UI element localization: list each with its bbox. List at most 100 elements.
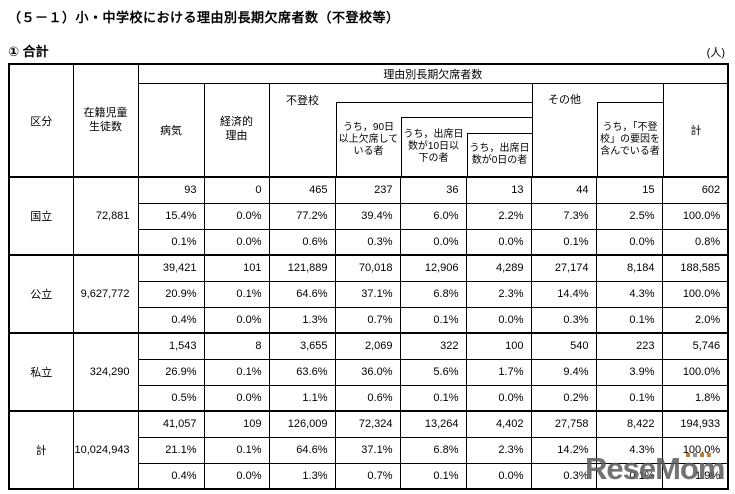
row-shiritsu-counts: 私立 324,290 1,543 8 3,655 2,069 322 100 5… (8, 332, 729, 412)
count-cell: 8 (203, 332, 270, 360)
pct-cell: 0.8% (661, 228, 729, 256)
count-cell: 194,933 (661, 410, 729, 438)
count-cell: 13,264 (399, 410, 467, 438)
row-koritsu-pct-enrolled: 0.4% 0.0% 1.3% 0.7% 0.1% 0.0% 0.3% 0.1% … (9, 306, 729, 334)
resemom-watermark: ReseMom (585, 451, 735, 487)
pct-cell: 5.6% (399, 358, 467, 386)
pct-cell: 0.6% (268, 228, 336, 256)
pct-cell: 1.3% (268, 462, 336, 490)
pct-cell: 37.1% (334, 280, 401, 308)
pct-cell: 0.1% (399, 462, 467, 490)
pct-cell: 2.5% (595, 202, 663, 230)
enrolled-cell: 9,627,772 (72, 254, 139, 334)
pct-cell: 9.4% (530, 358, 597, 386)
row-label: 公立 (8, 254, 74, 334)
pct-cell: 0.2% (530, 384, 597, 412)
count-cell: 121,889 (268, 254, 336, 282)
pct-cell: 100.0% (661, 358, 729, 386)
count-cell: 1,543 (137, 332, 205, 360)
count-cell: 41,057 (137, 410, 205, 438)
row-kokuritsu-pct-enrolled: 0.1% 0.0% 0.6% 0.3% 0.0% 0.0% 0.1% 0.0% … (9, 228, 729, 256)
pct-cell: 64.6% (268, 436, 336, 464)
count-cell: 4,402 (465, 410, 532, 438)
count-cell: 27,174 (530, 254, 597, 282)
row-shiritsu-pct-reason: 26.9% 0.1% 63.6% 36.0% 5.6% 1.7% 9.4% 3.… (9, 358, 729, 386)
count-cell: 93 (137, 176, 205, 204)
pct-cell: 4.3% (595, 280, 663, 308)
pct-cell: 7.3% (530, 202, 597, 230)
pct-cell: 6.8% (399, 280, 467, 308)
header-economic-line2: 理由 (225, 130, 248, 142)
header-economic: 経済的 理由 (205, 84, 270, 176)
header-enrolled: 在籍児童 生徒数 (72, 63, 139, 178)
pct-cell: 0.4% (137, 462, 205, 490)
header-grid: 病気 経済的 理由 不登校 うち，90日以上欠席している者 うち，出席日数が10日… (139, 84, 728, 176)
pct-cell: 0.6% (334, 384, 401, 412)
pct-cell: 0.1% (595, 462, 663, 490)
pct-cell: 0.0% (595, 228, 663, 256)
pct-cell: 37.1% (334, 436, 401, 464)
header-total: 計 (662, 84, 728, 176)
header-economic-line1: 経済的 (220, 116, 253, 129)
pct-cell: 0.0% (203, 462, 270, 490)
count-cell: 36 (399, 176, 467, 204)
count-cell: 237 (334, 176, 401, 204)
pct-cell: 6.0% (399, 202, 467, 230)
pct-cell: 0.0% (203, 384, 270, 412)
pct-cell: 63.6% (268, 358, 336, 386)
pct-cell: 6.8% (399, 436, 467, 464)
header-columns-cell: 病気 経済的 理由 不登校 うち，90日以上欠席している者 うち，出席日数が10日… (137, 83, 729, 178)
pct-cell: 0.3% (334, 228, 401, 256)
row-koritsu-pct-reason: 20.9% 0.1% 64.6% 37.1% 6.8% 2.3% 14.4% 4… (9, 280, 729, 308)
enrolled-cell: 72,881 (72, 176, 139, 256)
header-other: その他 (531, 84, 597, 176)
pct-cell: 0.0% (465, 384, 532, 412)
pct-cell: 0.1% (399, 306, 467, 334)
row-label: 私立 (8, 332, 74, 412)
pct-cell: 2.3% (465, 436, 532, 464)
enrolled-cell: 10,024,943 (72, 410, 139, 490)
pct-cell: 4.3% (595, 436, 663, 464)
header-futoko: 不登校 (286, 95, 319, 107)
count-cell: 100 (465, 332, 532, 360)
pct-cell: 1.1% (268, 384, 336, 412)
count-cell: 2,069 (334, 332, 401, 360)
header-absent-90days-box: うち，90日以上欠席している者 (335, 102, 532, 176)
header-attend-10days: うち，出席日数が10日以下の者 (403, 129, 464, 164)
header-absent-90days: うち，90日以上欠席している者 (338, 121, 399, 157)
pct-cell: 0.3% (530, 462, 597, 490)
pct-cell: 0.1% (203, 358, 270, 386)
count-cell: 322 (399, 332, 467, 360)
header-illness: 病気 (139, 84, 205, 176)
count-cell: 72,324 (334, 410, 401, 438)
header-reason-group: 理由別長期欠席者数 (137, 63, 729, 84)
pct-cell: 1.3% (268, 306, 336, 334)
count-cell: 602 (661, 176, 729, 204)
count-cell: 4,289 (465, 254, 532, 282)
pct-cell: 0.7% (334, 306, 401, 334)
pct-cell: 0.0% (203, 228, 270, 256)
row-kokuritsu-counts: 国立 72,881 93 0 465 237 36 13 44 15 602 (8, 176, 729, 256)
pct-cell: 14.4% (530, 280, 597, 308)
row-label: 国立 (8, 176, 74, 256)
count-cell: 540 (530, 332, 597, 360)
count-cell: 188,585 (661, 254, 729, 282)
row-total-counts: 計 10,024,943 41,057 109 126,009 72,324 1… (8, 410, 729, 490)
pct-cell: 39.4% (334, 202, 401, 230)
count-cell: 8,422 (595, 410, 663, 438)
header-enrolled-line1: 在籍児童 (83, 106, 128, 119)
pct-cell: 0.1% (530, 228, 597, 256)
count-cell: 13 (465, 176, 532, 204)
count-cell: 44 (530, 176, 597, 204)
absentees-table: 区分 在籍児童 生徒数 理由別長期欠席者数 病気 経済的 理由 不登校 うち，90… (8, 63, 730, 490)
pct-cell: 15.4% (137, 202, 205, 230)
count-cell: 27,758 (530, 410, 597, 438)
pct-cell: 0.0% (465, 306, 532, 334)
count-cell: 12,906 (399, 254, 467, 282)
pct-cell: 0.3% (530, 306, 597, 334)
count-cell: 101 (203, 254, 270, 282)
header-enrolled-line2: 生徒数 (89, 120, 122, 133)
pct-cell: 0.1% (595, 384, 663, 412)
header-kubun: 区分 (8, 63, 74, 178)
